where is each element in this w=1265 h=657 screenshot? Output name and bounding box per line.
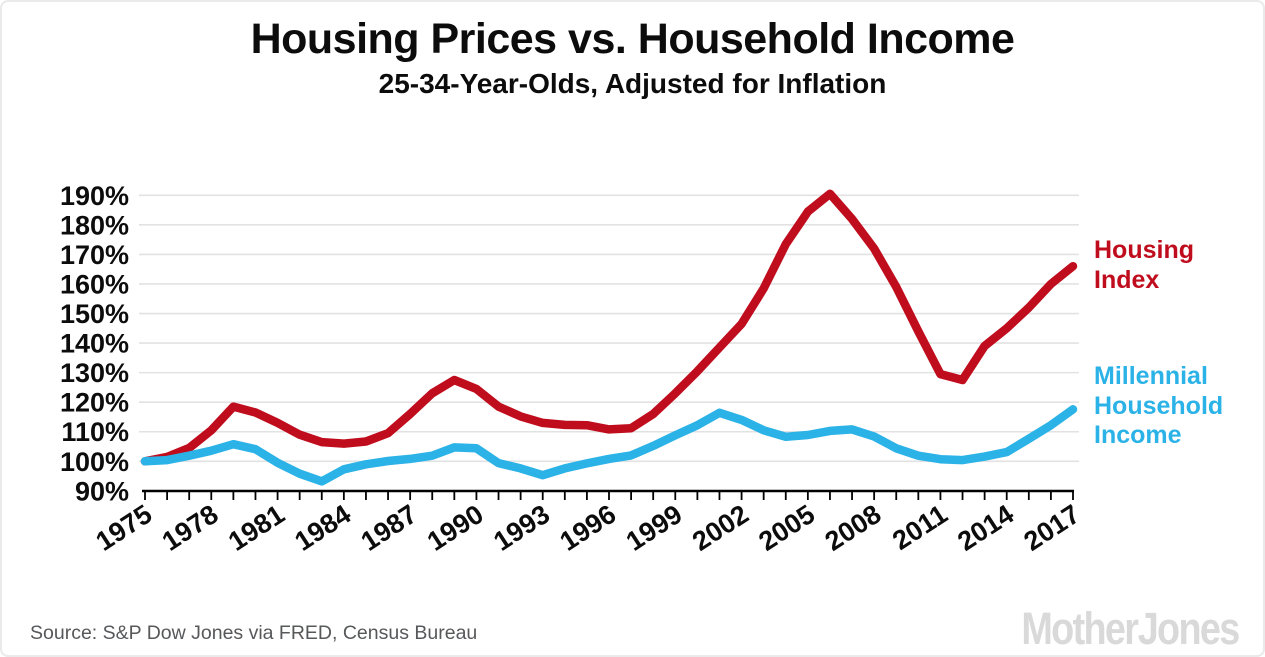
svg-text:1993: 1993 xyxy=(488,499,555,557)
svg-text:1984: 1984 xyxy=(289,499,356,557)
page-title: Housing Prices vs. Household Income xyxy=(250,15,1015,63)
svg-text:1996: 1996 xyxy=(555,499,622,557)
svg-text:2011: 2011 xyxy=(887,499,952,556)
svg-text:180%: 180% xyxy=(60,210,129,240)
svg-text:1999: 1999 xyxy=(621,499,688,557)
svg-text:1981: 1981 xyxy=(223,499,290,557)
svg-text:2008: 2008 xyxy=(820,499,887,557)
svg-text:2002: 2002 xyxy=(687,499,754,557)
svg-text:120%: 120% xyxy=(60,388,129,418)
source-note: Source: S&P Dow Jones via FRED, Census B… xyxy=(30,622,478,644)
svg-text:90%: 90% xyxy=(75,476,129,506)
x-ticks xyxy=(144,491,1074,500)
page-subtitle: 25-34-Year-Olds, Adjusted for Inflation xyxy=(378,68,887,99)
svg-text:1975: 1975 xyxy=(91,499,158,557)
y-gridlines xyxy=(139,194,1079,463)
svg-text:1987: 1987 xyxy=(356,499,423,557)
millennial-income-line xyxy=(140,405,1078,486)
svg-text:2017: 2017 xyxy=(1019,499,1086,557)
x-axis-labels: 1975 1978 1981 1984 1987 1990 1993 1996 1999 2002… xyxy=(91,499,1086,557)
svg-text:160%: 160% xyxy=(60,269,129,299)
svg-text:100%: 100% xyxy=(60,447,129,477)
svg-text:1990: 1990 xyxy=(422,499,489,557)
svg-text:1978: 1978 xyxy=(157,499,224,557)
svg-text:130%: 130% xyxy=(60,358,129,388)
svg-text:190%: 190% xyxy=(60,181,129,211)
svg-text:140%: 140% xyxy=(60,329,129,359)
housing-index-line xyxy=(140,189,1078,466)
svg-text:110%: 110% xyxy=(61,417,129,447)
svg-text:2014: 2014 xyxy=(952,499,1019,557)
motherjones-logo: Mother Jones xyxy=(1021,603,1241,654)
svg-text:2005: 2005 xyxy=(753,499,820,557)
svg-text:150%: 150% xyxy=(60,299,129,329)
y-axis-labels: 190%180%170%160%150%140%130%120%110%100%… xyxy=(60,181,129,507)
legend-housing-index: Housing Index xyxy=(1094,236,1194,294)
legend-millennial-income: Millennial Household Income xyxy=(1094,362,1224,449)
svg-text:170%: 170% xyxy=(60,240,129,270)
